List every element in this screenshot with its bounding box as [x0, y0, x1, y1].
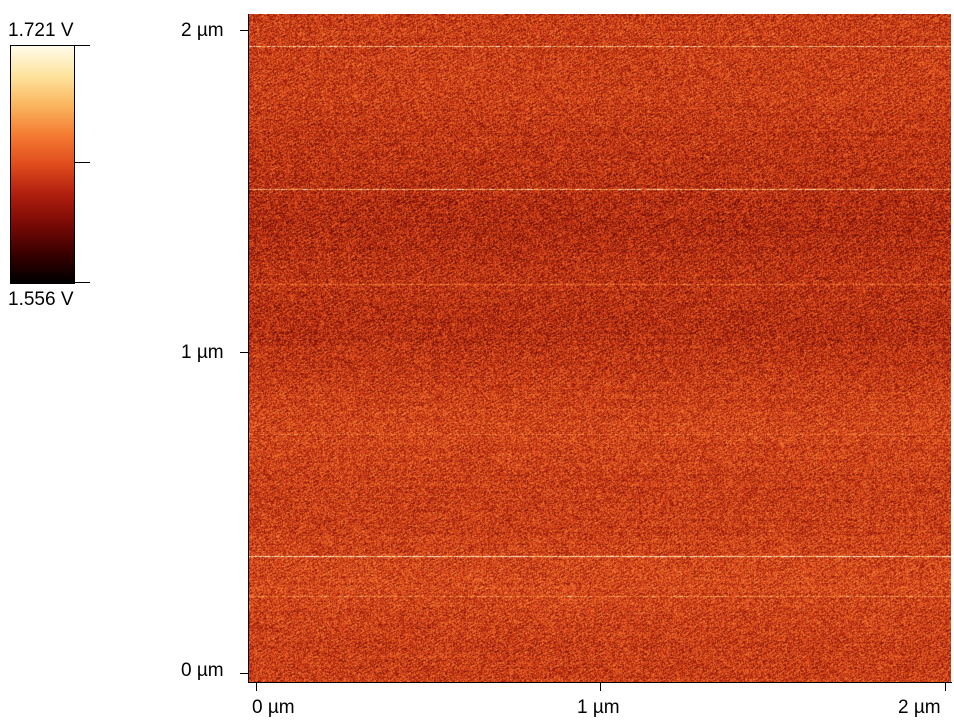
x-tick-label-0um: 0 µm — [252, 697, 295, 718]
x-tick-2um — [945, 682, 946, 691]
y-axis-line — [248, 14, 249, 683]
x-tick-0um — [256, 682, 257, 691]
color-scale-bar — [10, 45, 75, 284]
colorbar-mid-tick — [74, 162, 90, 163]
x-tick-label-2um: 2 µm — [898, 697, 941, 718]
y-tick-1um — [240, 352, 248, 353]
y-tick-2um — [240, 30, 248, 31]
y-tick-label-0um: 0 µm — [181, 660, 224, 681]
colorbar-max-label: 1.721 V — [8, 20, 74, 41]
colorbar-min-label: 1.556 V — [8, 289, 74, 310]
colorbar-top-tick — [74, 45, 90, 46]
x-tick-1um — [600, 682, 601, 691]
y-tick-0um — [240, 673, 248, 674]
y-tick-label-1um: 1 µm — [181, 342, 224, 363]
colorbar-bottom-tick — [74, 282, 90, 283]
y-tick-label-2um: 2 µm — [181, 20, 224, 41]
x-tick-label-1um: 1 µm — [577, 697, 620, 718]
afm-scan-image — [249, 14, 951, 682]
